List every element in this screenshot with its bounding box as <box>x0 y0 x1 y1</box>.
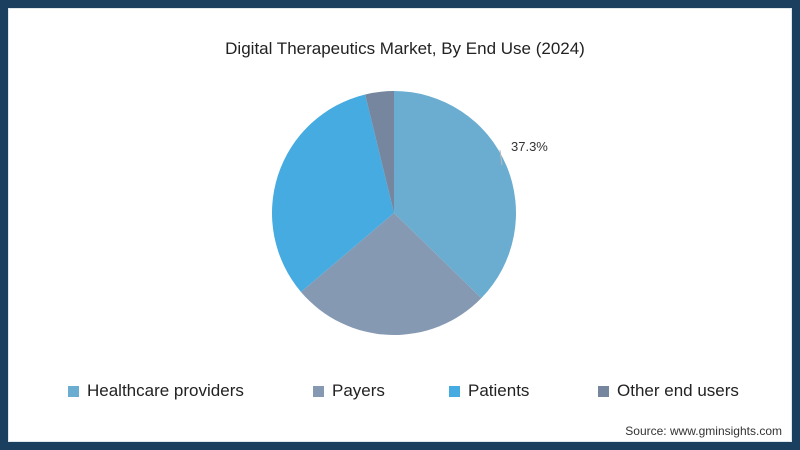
pie-slice-healthcare-providers[interactable] <box>394 91 516 299</box>
legend-swatch-icon <box>68 385 79 397</box>
pie-slice-payers[interactable] <box>300 213 482 335</box>
pie-slice-patients[interactable] <box>272 94 394 292</box>
legend-swatch-icon <box>313 385 324 397</box>
legend-label: Patients <box>468 381 530 400</box>
legend-item-payers[interactable]: Payers <box>313 381 385 401</box>
pie-slices <box>272 91 516 335</box>
pie-slice-other-end-users[interactable] <box>365 91 394 213</box>
legend-item-healthcare-providers[interactable]: Healthcare providers <box>68 381 244 401</box>
legend-label: Healthcare providers <box>87 381 244 400</box>
data-label-healthcare: 37.3% <box>511 139 548 154</box>
legend-item-patients[interactable]: Patients <box>449 381 529 401</box>
legend-item-other-end-users[interactable]: Other end users <box>598 381 739 401</box>
source-note: Source: www.gminsights.com <box>625 424 782 438</box>
legend-label: Other end users <box>617 381 739 400</box>
legend: Healthcare providers Payers Patients Oth… <box>0 381 792 403</box>
legend-swatch-icon <box>449 385 460 397</box>
legend-label: Payers <box>332 381 385 400</box>
legend-swatch-icon <box>598 385 609 397</box>
chart-title: Digital Therapeutics Market, By End Use … <box>225 39 585 58</box>
label-leader-line <box>499 149 503 166</box>
